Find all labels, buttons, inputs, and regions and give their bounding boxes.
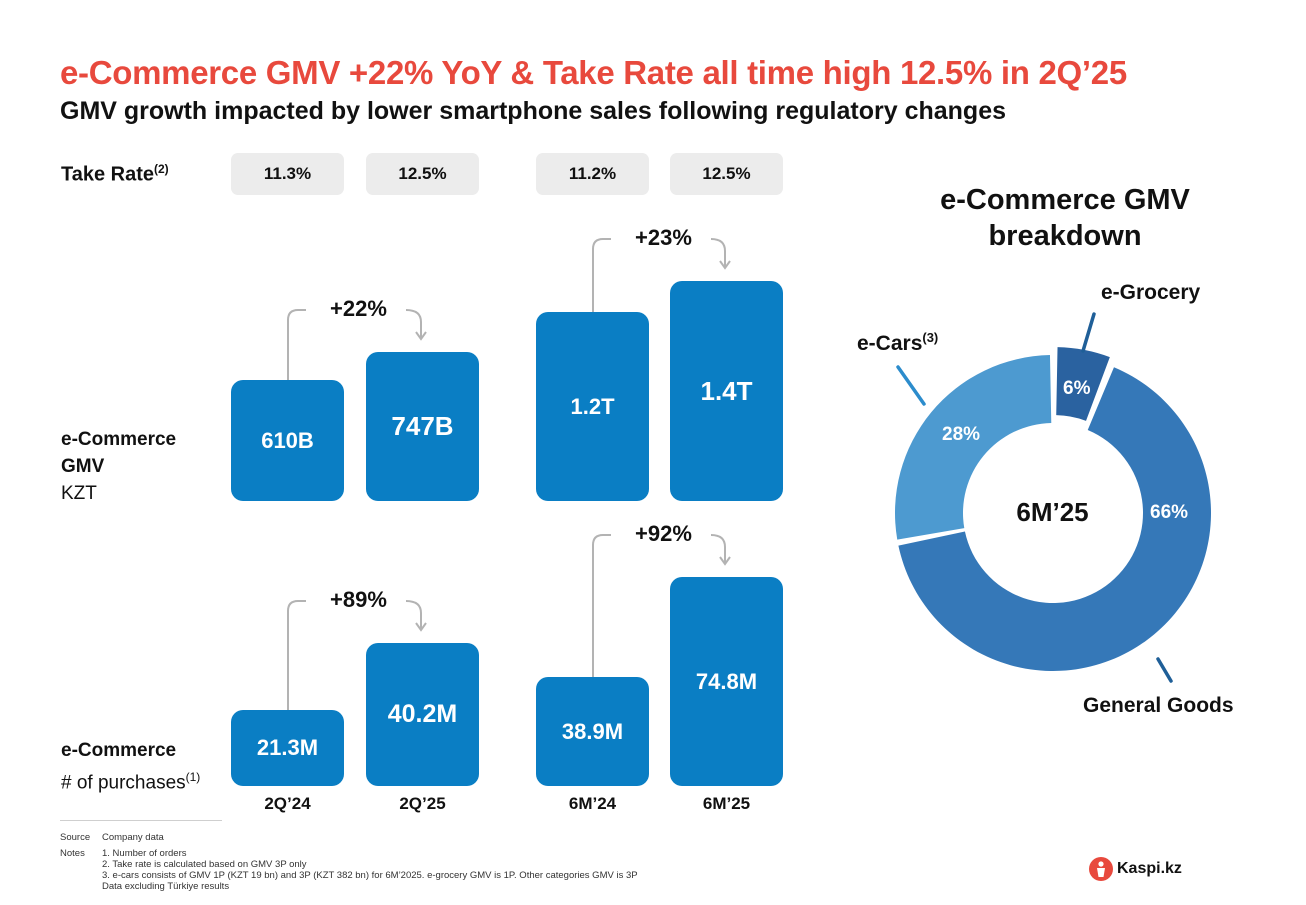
slice-pct-e-grocery: 6%	[1063, 378, 1091, 399]
gmv-bar-2q25: 747B	[366, 352, 479, 501]
segment-label-e-cars: e-Cars(3)	[857, 330, 938, 356]
purchases-bar-6m25: 74.8M	[670, 577, 783, 786]
leader-line-e-grocery	[1081, 312, 1096, 353]
take-rate-pill-2q24: 11.3%	[231, 153, 344, 195]
gmv-growth-connector-right-1	[710, 238, 726, 267]
period-label-2q25: 2Q’25	[399, 794, 446, 813]
take-rate-label: Take Rate(2)	[61, 162, 169, 187]
note-1: 1. Number of orders	[102, 848, 187, 859]
gmv-growth-connector-left-0	[287, 309, 306, 380]
segment-label-general-goods: General Goods	[1083, 694, 1234, 717]
purchases-bar-label-2q24: 21.3M	[256, 735, 319, 760]
page-title: e-Commerce GMV +22% YoY & Take Rate all …	[60, 54, 1127, 91]
donut-title-line1: e-Commerce GMV	[940, 184, 1190, 216]
purchases-row-note: (1)	[185, 770, 201, 784]
gmv-row-label: e-Commerce GMV KZT	[61, 426, 176, 507]
gmv-growth-connector-left-1	[592, 238, 611, 312]
purchases-growth-label-1: +92%	[635, 521, 692, 546]
purchases-bar-label-6m25: 74.8M	[695, 668, 758, 694]
source-value: Company data	[102, 832, 164, 843]
purchases-row-label-line1: e-Commerce	[61, 740, 177, 761]
take-rate-pill-6m25: 12.5%	[670, 153, 783, 195]
purchases-bar-label-2q25: 40.2M	[387, 700, 458, 728]
gmv-row-label-line1: e-Commerce	[61, 429, 177, 450]
purchases-row-label: e-Commerce # of purchases(1)	[61, 737, 200, 796]
donut-center-label: 6M’25	[1016, 497, 1089, 527]
take-rate-pill-6m24: 11.2%	[536, 153, 649, 195]
gmv-growth-connector-right-0	[405, 309, 422, 338]
kaspi-logo-text: Kaspi.kz	[1117, 860, 1182, 877]
donut-title-line2: breakdown	[988, 220, 1142, 252]
take-rate-pill-2q25: 12.5%	[366, 153, 479, 195]
gmv-bar-label-2q24: 610B	[261, 427, 314, 453]
purchases-growth-connector-left-0	[287, 600, 306, 710]
note-extra: Data excluding Türkiye results	[102, 881, 230, 892]
notes-label: Notes	[60, 848, 85, 859]
gmv-bar-6m25: 1.4T	[670, 281, 783, 501]
segment-label-e-grocery: e-Grocery	[1101, 281, 1201, 304]
purchases-bar-2q24: 21.3M	[231, 710, 344, 786]
leader-line-general-goods	[1156, 657, 1173, 683]
slice-pct-general-goods: 66%	[1150, 502, 1189, 523]
purchases-row-label-line2: # of purchases	[61, 772, 186, 794]
source-label: Source	[60, 832, 91, 843]
gmv-bar-label-2q25: 747B	[391, 411, 454, 441]
gmv-bar-2q24: 610B	[231, 380, 344, 501]
period-label-2q24: 2Q’24	[264, 794, 311, 813]
note-2: 2. Take rate is calculated based on GMV …	[102, 859, 307, 870]
purchases-bar-label-6m24: 38.9M	[561, 718, 624, 744]
gmv-bar-6m24: 1.2T	[536, 312, 649, 501]
donut-slice-generalgoods	[898, 367, 1211, 671]
gmv-growth-label-1: +23%	[635, 225, 692, 250]
slice-pct-e-cars: 28%	[942, 424, 981, 445]
leader-line-e-cars	[896, 365, 926, 406]
period-label-6m24: 6M’24	[568, 794, 617, 813]
gmv-row-label-line2: GMV	[61, 456, 105, 477]
purchases-growth-arrowhead-1	[719, 556, 731, 566]
purchases-growth-connector-right-0	[405, 600, 422, 629]
donut-slice-ecars	[895, 355, 1052, 540]
kaspi-logo-icon	[1089, 857, 1113, 881]
gmv-bar-label-6m25: 1.4T	[700, 375, 753, 406]
gmv-growth-arrowhead-1	[719, 260, 731, 270]
segment-label-e-cars-note: (3)	[922, 330, 939, 345]
period-label-6m25: 6M’25	[702, 794, 751, 813]
donut-title: e-Commerce GMV breakdown	[920, 182, 1210, 254]
segment-label-e-cars-text: e-Cars	[857, 332, 923, 355]
gmv-growth-arrowhead-0	[415, 331, 427, 341]
take-rate-note: (2)	[154, 162, 169, 176]
purchases-growth-arrowhead-0	[415, 622, 427, 632]
donut-slice-egrocery	[1056, 347, 1110, 421]
footer-divider	[60, 820, 222, 821]
gmv-bar-label-6m24: 1.2T	[570, 393, 615, 419]
take-rate-label-text: Take Rate	[61, 163, 155, 186]
purchases-growth-connector-left-1	[592, 534, 611, 677]
purchases-bar-6m24: 38.9M	[536, 677, 649, 786]
page-subtitle: GMV growth impacted by lower smartphone …	[60, 97, 1007, 125]
note-3: 3. e-cars consists of GMV 1P (KZT 19 bn)…	[102, 870, 638, 881]
gmv-row-unit: KZT	[61, 483, 97, 504]
gmv-growth-label-0: +22%	[330, 296, 387, 321]
purchases-growth-connector-right-1	[710, 534, 726, 563]
purchases-growth-label-0: +89%	[330, 587, 387, 612]
purchases-bar-2q25: 40.2M	[366, 643, 479, 786]
